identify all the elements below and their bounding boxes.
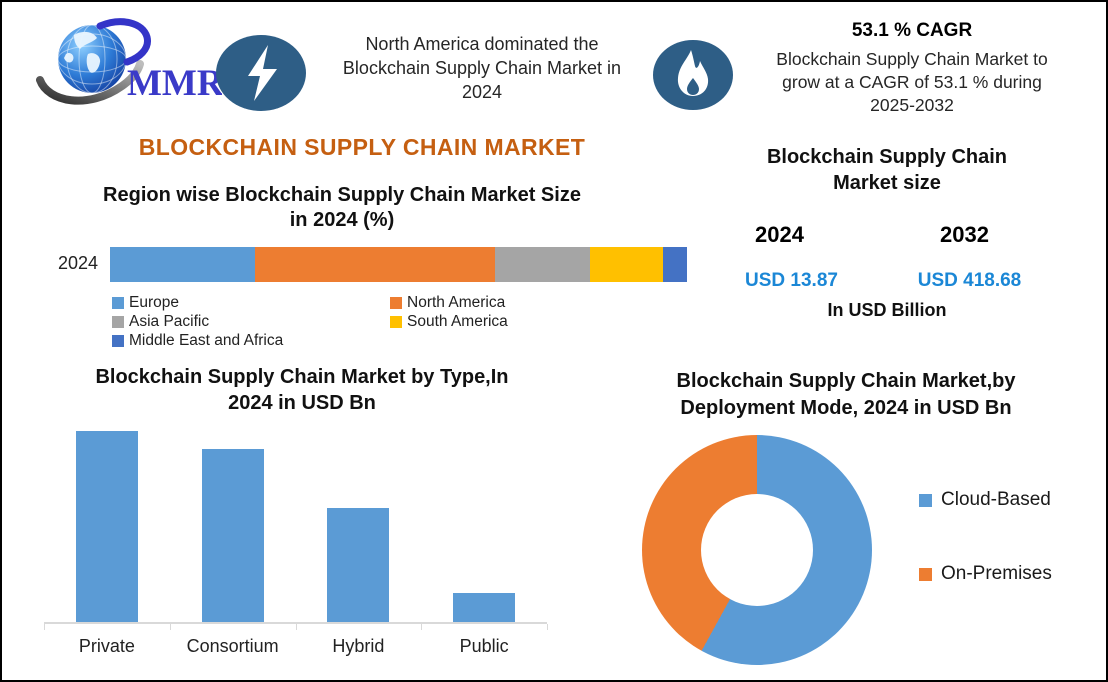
globe-icon: MMR	[36, 18, 225, 105]
deployment-legend: Cloud-Based On-Premises	[919, 489, 1052, 585]
type-chart-title: Blockchain Supply Chain Market by Type,I…	[95, 366, 509, 414]
market-size-title: Blockchain Supply Chain Market size	[766, 146, 1008, 194]
legend-swatch-europe	[112, 296, 124, 309]
legend-swatch-middle-east-and-africa	[112, 334, 124, 347]
x-label-hybrid: Hybrid	[296, 624, 422, 657]
market-size-end-value: USD 418.68	[917, 270, 1022, 291]
legend-label: North America	[407, 293, 506, 311]
type-chart-x-axis: Private Consortium Hybrid Public	[44, 622, 548, 657]
legend-label: Asia Pacific	[129, 312, 210, 330]
legend-label: Europe	[129, 293, 179, 311]
x-label-public: Public	[421, 624, 548, 657]
type-chart-plot	[44, 427, 547, 622]
region-legend: Europe North America Asia Pacific South Ame…	[112, 293, 672, 350]
legend-item-asia-pacific: Asia Pacific	[112, 312, 390, 331]
region-segment-europe	[110, 247, 255, 282]
legend-label: On-Premises	[941, 563, 1052, 584]
market-size-start-value: USD 13.87	[745, 270, 838, 291]
x-label-consortium: Consortium	[170, 624, 297, 657]
region-stacked-bar	[110, 247, 687, 282]
legend-label: Middle East and Africa	[129, 331, 284, 349]
legend-swatch-asia-pacific	[112, 315, 124, 328]
legend-item-south-america: South America	[390, 312, 668, 331]
bar-consortium	[201, 449, 264, 622]
legend-item-north-america: North America	[390, 293, 668, 312]
region-segment-north-america	[254, 247, 495, 282]
region-segment-middle-east-and-africa	[662, 247, 687, 282]
bar-hybrid	[327, 508, 390, 622]
bar-slot-consortium	[170, 449, 296, 622]
deployment-donut-chart	[642, 435, 872, 665]
legend-swatch-south-america	[390, 315, 402, 328]
region-segment-south-america	[590, 247, 663, 282]
bar-slot-private	[44, 431, 170, 622]
legend-item-on-premises: On-Premises	[919, 563, 1052, 585]
market-size-unit: In USD Billion	[827, 300, 947, 320]
lightning-icon	[216, 35, 306, 111]
bar-private	[75, 431, 138, 622]
legend-item-middle-east-and-africa: Middle East and Africa	[112, 331, 390, 350]
stacked-bar-year-label: 2024	[57, 253, 98, 273]
market-size-end-year: 2032	[940, 222, 989, 247]
legend-swatch-cloud-based	[919, 493, 932, 507]
legend-swatch-on-premises	[919, 567, 932, 581]
flame-icon	[653, 40, 733, 110]
region-segment-asia-pacific	[494, 247, 591, 282]
market-size-start-year: 2024	[755, 222, 804, 247]
cagr-title: 53.1 % CAGR	[851, 20, 973, 41]
type-bar-chart: Private Consortium Hybrid Public	[44, 427, 548, 657]
region-chart-title: Region wise Blockchain Supply Chain Mark…	[103, 184, 581, 231]
mmr-logo: MMR	[30, 14, 225, 114]
legend-label: Cloud-Based	[941, 489, 1051, 510]
bar-public	[453, 593, 516, 622]
cagr-text: Blockchain Supply Chain Market to grow a…	[776, 49, 1048, 115]
deployment-chart-title: Blockchain Supply Chain Market,by Deploy…	[676, 370, 1016, 419]
legend-label: South America	[407, 312, 508, 330]
x-label-private: Private	[44, 624, 171, 657]
mmr-logo-text: MMR	[127, 63, 222, 104]
bar-slot-public	[421, 593, 547, 622]
legend-item-cloud-based: Cloud-Based	[919, 489, 1052, 511]
bar-slot-hybrid	[296, 508, 422, 622]
main-title: BLOCKCHAIN SUPPLY CHAIN MARKET	[138, 134, 586, 160]
legend-item-europe: Europe	[112, 293, 390, 312]
top-highlight-text: North America dominated the Blockchain S…	[342, 34, 622, 102]
legend-swatch-north-america	[390, 296, 402, 309]
